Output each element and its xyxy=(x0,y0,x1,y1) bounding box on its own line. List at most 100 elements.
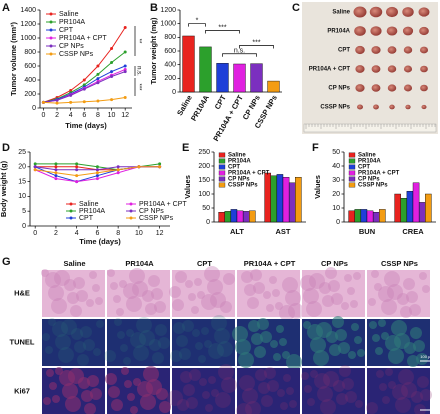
y-tick-label: 100 xyxy=(198,191,210,198)
column-label: PR104A xyxy=(125,259,154,268)
data-point xyxy=(96,99,100,103)
texture xyxy=(263,291,271,299)
y-tick-label: 1400 xyxy=(20,7,36,14)
texture xyxy=(381,299,397,315)
texture xyxy=(81,390,93,402)
tumor xyxy=(405,104,411,110)
tumor xyxy=(355,84,365,92)
legend-swatch xyxy=(218,176,226,182)
texture xyxy=(151,288,163,300)
texture xyxy=(338,342,350,354)
texture xyxy=(239,375,255,391)
texture xyxy=(235,339,251,355)
texture xyxy=(76,290,88,302)
photo-row-label: Saline xyxy=(332,10,350,16)
texture xyxy=(48,318,56,326)
texture xyxy=(120,344,128,352)
texture xyxy=(42,333,50,341)
bar xyxy=(406,190,414,223)
texture xyxy=(189,369,201,381)
tumor xyxy=(371,46,381,54)
texture xyxy=(84,403,96,414)
legend-marker xyxy=(129,209,133,213)
micrograph xyxy=(42,319,105,366)
y-tick-label: 800 xyxy=(24,49,36,56)
data-point xyxy=(54,162,58,166)
bar xyxy=(400,197,408,223)
legend-marker xyxy=(69,209,73,213)
texture xyxy=(384,271,400,287)
photo-row-label: CP NPs xyxy=(328,86,350,92)
legend-label: CP NPs xyxy=(139,208,164,215)
texture xyxy=(137,381,153,397)
tumor xyxy=(370,26,382,36)
legend-label: CPT xyxy=(228,165,240,171)
legend-label: PR104A + CPT xyxy=(59,35,107,42)
micrograph xyxy=(42,270,105,317)
texture xyxy=(342,378,354,390)
x-tick-label: 4 xyxy=(69,112,73,119)
texture xyxy=(388,348,404,364)
x-tick-label: 12 xyxy=(156,230,164,237)
row-label: Ki67 xyxy=(14,386,30,395)
photo-row-label: PR104A xyxy=(327,29,350,35)
x-tick-label: ALT xyxy=(230,227,244,236)
texture xyxy=(407,355,419,367)
texture xyxy=(132,281,148,297)
y-tick-label: 200 xyxy=(24,91,36,98)
data-point xyxy=(110,61,114,64)
texture xyxy=(54,270,70,286)
micrograph xyxy=(367,270,430,317)
texture xyxy=(401,382,417,398)
texture xyxy=(58,347,74,363)
legend-swatch xyxy=(348,164,356,170)
y-axis-title: Body weight (g) xyxy=(0,160,8,217)
data-point xyxy=(82,83,86,87)
texture xyxy=(140,394,156,410)
texture xyxy=(41,269,49,277)
texture xyxy=(347,287,355,295)
legend-swatch xyxy=(218,152,226,158)
texture xyxy=(124,380,132,388)
data-point xyxy=(116,171,120,175)
x-tick-label: 4 xyxy=(75,230,79,237)
significance-label: n.s. xyxy=(234,48,245,55)
texture xyxy=(214,328,230,344)
texture xyxy=(126,296,142,312)
texture xyxy=(260,331,272,343)
y-tick-label: 30 xyxy=(332,177,340,184)
texture xyxy=(176,335,188,347)
tumor xyxy=(403,84,413,92)
bar xyxy=(242,211,250,223)
bar xyxy=(360,209,368,223)
row-label: H&E xyxy=(14,288,30,297)
y-tick-label: 0 xyxy=(336,219,340,226)
texture xyxy=(62,383,78,399)
series-line xyxy=(43,51,126,103)
legend-label: Saline xyxy=(79,201,99,208)
bar xyxy=(282,176,290,223)
texture xyxy=(411,391,423,403)
significance-bracket xyxy=(188,23,206,27)
legend-label: CPT xyxy=(358,165,370,171)
texture xyxy=(307,398,315,406)
texture xyxy=(108,386,120,398)
texture xyxy=(173,322,185,334)
texture xyxy=(145,303,157,315)
texture xyxy=(204,340,212,348)
texture xyxy=(90,388,102,400)
x-tick-label: AST xyxy=(276,227,291,236)
texture xyxy=(270,340,278,348)
tumor xyxy=(420,65,428,73)
texture xyxy=(77,354,89,366)
texture xyxy=(385,335,401,351)
bar xyxy=(394,193,401,223)
data-point xyxy=(33,168,37,172)
legend-label: CSSP NPs xyxy=(358,183,388,189)
tumor xyxy=(354,26,366,36)
texture xyxy=(378,319,386,327)
y-axis-title: Tumor volume (mm³) xyxy=(9,21,18,96)
legend-label: PR104A + CPT xyxy=(228,171,270,177)
y-tick-label: 800 xyxy=(164,34,176,41)
